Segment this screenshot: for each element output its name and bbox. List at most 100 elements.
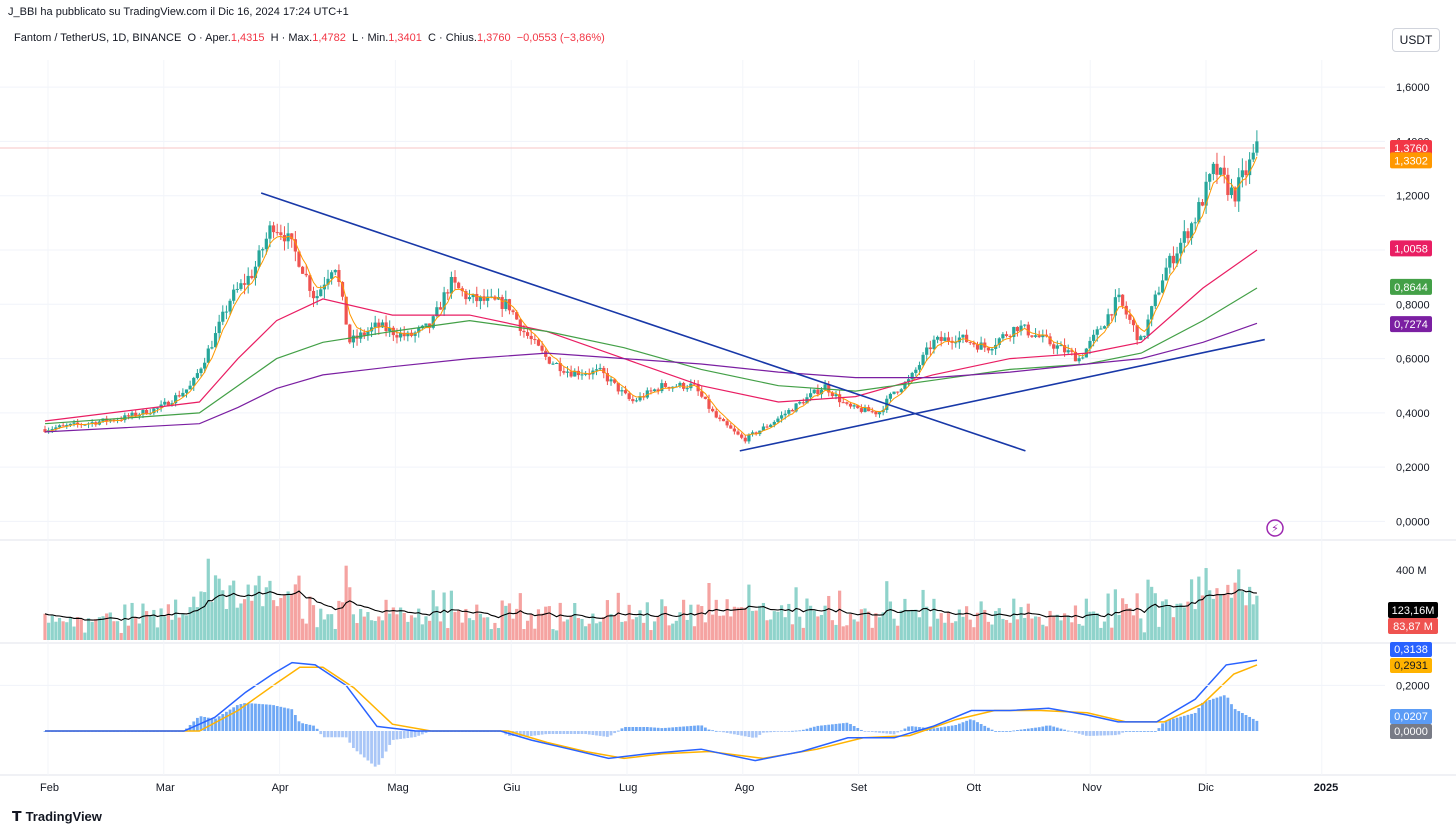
volume-bar bbox=[576, 617, 580, 640]
candle-body bbox=[467, 297, 472, 300]
volume-bar bbox=[990, 624, 994, 640]
candle-body bbox=[769, 424, 773, 428]
volume-bar bbox=[493, 622, 497, 640]
candle-body bbox=[500, 297, 504, 309]
candle-body bbox=[351, 335, 356, 343]
volume-bar bbox=[83, 632, 87, 640]
volume-bar bbox=[565, 619, 570, 640]
volume-bar bbox=[148, 616, 152, 640]
macd-histogram-bar bbox=[656, 727, 660, 731]
volume-bar bbox=[954, 621, 958, 640]
volume-bar bbox=[975, 612, 980, 640]
volume-bar bbox=[819, 614, 824, 640]
volume-bar bbox=[1030, 618, 1034, 640]
candle-body bbox=[359, 332, 363, 339]
ema-fast-line bbox=[44, 156, 1258, 436]
candle-body bbox=[932, 339, 936, 350]
macd-histogram-bar bbox=[1092, 731, 1096, 736]
macd-histogram-bar bbox=[638, 726, 642, 731]
macd-histogram-bar bbox=[823, 725, 827, 731]
macd-histogram-bar bbox=[286, 708, 290, 731]
volume-bar bbox=[732, 606, 736, 640]
candle-body bbox=[279, 232, 283, 236]
candle-body bbox=[681, 382, 686, 389]
candle-body bbox=[152, 408, 156, 414]
candle-body bbox=[478, 296, 483, 302]
volume-bar bbox=[413, 617, 417, 640]
candle-body bbox=[141, 409, 145, 415]
volume-bar bbox=[823, 605, 827, 640]
macd-histogram-bar bbox=[511, 731, 515, 737]
candle-body bbox=[464, 291, 468, 300]
macd-histogram-bar bbox=[838, 723, 842, 731]
macd-histogram-bar bbox=[1251, 718, 1255, 731]
volume-bar bbox=[286, 591, 290, 640]
volume-bar bbox=[50, 615, 54, 640]
volume-bar bbox=[239, 603, 243, 640]
volume-bar bbox=[783, 617, 787, 640]
currency-button[interactable]: USDT bbox=[1392, 28, 1440, 52]
candle-body bbox=[743, 437, 747, 442]
volume-bar bbox=[700, 606, 704, 640]
macd-histogram-bar bbox=[834, 723, 838, 731]
volume-bar bbox=[1102, 621, 1107, 640]
candle-body bbox=[515, 312, 519, 320]
macd-histogram-bar bbox=[878, 731, 881, 733]
time-tick-label: Set bbox=[851, 782, 868, 794]
candle-body bbox=[1189, 223, 1194, 239]
volume-bar bbox=[65, 622, 69, 640]
macd-histogram-bar bbox=[330, 731, 334, 738]
candle-body bbox=[961, 334, 965, 338]
moving-average-line bbox=[44, 249, 1258, 422]
macd-histogram-bar bbox=[239, 703, 243, 731]
candle-body bbox=[925, 347, 929, 355]
volume-bar bbox=[685, 619, 689, 640]
volume-bar bbox=[486, 617, 490, 640]
macd-histogram-bar bbox=[264, 704, 268, 731]
published-caption: J_BBI ha pubblicato su TradingView.com i… bbox=[8, 6, 349, 18]
volume-bar bbox=[108, 612, 112, 640]
candle-body bbox=[801, 402, 805, 404]
volume-bar bbox=[740, 607, 744, 640]
volume-bar bbox=[61, 621, 65, 640]
candle-body bbox=[486, 296, 490, 301]
volume-bar bbox=[968, 619, 972, 640]
macd-histogram-bar bbox=[867, 731, 871, 732]
volume-bar bbox=[605, 600, 610, 640]
macd-histogram-bar bbox=[232, 707, 236, 731]
tradingview-logo[interactable]: 𝗧 TradingView bbox=[12, 808, 102, 825]
volume-bar bbox=[841, 626, 845, 640]
volume-bar bbox=[511, 618, 515, 640]
volume-bar bbox=[1073, 605, 1078, 640]
macd-histogram-bar bbox=[1084, 731, 1088, 736]
candle-body bbox=[627, 393, 631, 400]
candle-body bbox=[1073, 351, 1078, 362]
candle-body bbox=[90, 422, 94, 424]
volume-bar bbox=[264, 587, 268, 640]
candle-body bbox=[290, 233, 294, 240]
volume-bar bbox=[134, 617, 138, 640]
volume-bar bbox=[1113, 589, 1117, 640]
macd-histogram-bar bbox=[765, 731, 769, 733]
low-value: 1,3401 bbox=[388, 32, 422, 44]
macd-histogram-bar bbox=[293, 715, 297, 731]
macd-histogram-bar bbox=[268, 704, 272, 731]
volume-bar bbox=[1062, 613, 1067, 640]
volume-bar bbox=[1197, 576, 1201, 640]
volume-bar bbox=[504, 605, 508, 640]
volume-bar bbox=[946, 612, 951, 640]
volume-bar bbox=[881, 612, 885, 640]
candle-body bbox=[195, 373, 199, 378]
symbol-name[interactable]: Fantom / TetherUS, 1D, BINANCE bbox=[14, 32, 182, 44]
candle-body bbox=[638, 396, 642, 401]
volume-bar bbox=[613, 615, 617, 640]
trendline-uptrend bbox=[739, 338, 1265, 452]
volume-bar bbox=[562, 621, 566, 640]
macd-histogram-bar bbox=[518, 731, 522, 737]
macd-histogram-bar bbox=[805, 728, 809, 731]
macd-histogram-bar bbox=[740, 731, 744, 736]
candle-body bbox=[765, 426, 769, 428]
volume-bar bbox=[442, 592, 446, 640]
volume-bar bbox=[424, 616, 428, 640]
